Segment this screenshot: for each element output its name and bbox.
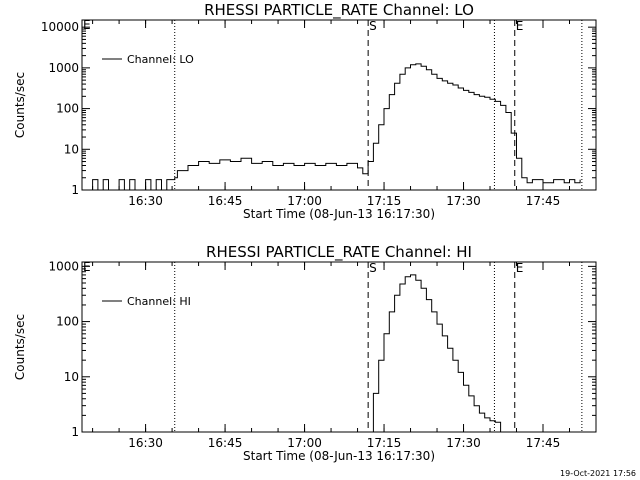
x-tick-label: 16:30 (128, 436, 163, 450)
x-tick-label: 16:30 (128, 194, 163, 208)
event-marker-label: E (516, 19, 524, 33)
edge-marker-label: E (83, 260, 91, 274)
y-tick-label: 10 (64, 370, 79, 384)
lo-channel-panel: RHESSI PARTICLE_RATE Channel: LO 16:30 16:… (13, 1, 597, 221)
chart-title: RHESSI PARTICLE_RATE Channel: LO (204, 1, 474, 20)
plot-frame (81, 19, 597, 191)
series-line-channel-lo (82, 63, 581, 191)
x-tick-label: 17:30 (446, 436, 481, 450)
y-tick-label: 1 (71, 183, 79, 197)
hi-channel-panel: RHESSI PARTICLE_RATE Channel: HI 16:30 16:… (13, 243, 597, 463)
event-marker-label: S (369, 19, 377, 33)
legend-entry: Channel: LO (127, 53, 194, 66)
y-tick-label: 1000 (48, 259, 79, 273)
y-axis-label: Counts/sec (13, 314, 27, 380)
series-line-channel-hi (368, 274, 502, 433)
event-marker-label: E (516, 261, 524, 275)
edge-marker-label: E (83, 18, 91, 32)
x-axis-label: Start Time (08-Jun-13 16:17:30) (243, 449, 435, 463)
plot-frame (81, 261, 597, 433)
x-tick-label: 17:15 (367, 436, 402, 450)
x-tick-label: 16:45 (208, 194, 243, 208)
y-tick-label: 100 (56, 102, 79, 116)
x-tick-label: 17:45 (526, 194, 561, 208)
event-marker-label: S (369, 261, 377, 275)
chart-title: RHESSI PARTICLE_RATE Channel: HI (206, 243, 472, 262)
y-tick-label: 1 (71, 425, 79, 439)
x-tick-label: 16:45 (208, 436, 243, 450)
y-tick-label: 10000 (41, 20, 79, 34)
y-axis-label: Counts/sec (13, 72, 27, 138)
x-tick-label: 17:00 (287, 436, 322, 450)
y-tick-label: 10 (64, 142, 79, 156)
y-tick-label: 100 (56, 315, 79, 329)
x-tick-label: 17:45 (526, 436, 561, 450)
footer-timestamp: 19-Oct-2021 17:56 (560, 469, 636, 478)
x-tick-label: 17:15 (367, 194, 402, 208)
x-axis-label: Start Time (08-Jun-13 16:17:30) (243, 207, 435, 221)
legend-entry: Channel: HI (127, 295, 191, 308)
x-tick-label: 17:30 (446, 194, 481, 208)
y-tick-label: 1000 (48, 61, 79, 75)
x-tick-label: 17:00 (287, 194, 322, 208)
